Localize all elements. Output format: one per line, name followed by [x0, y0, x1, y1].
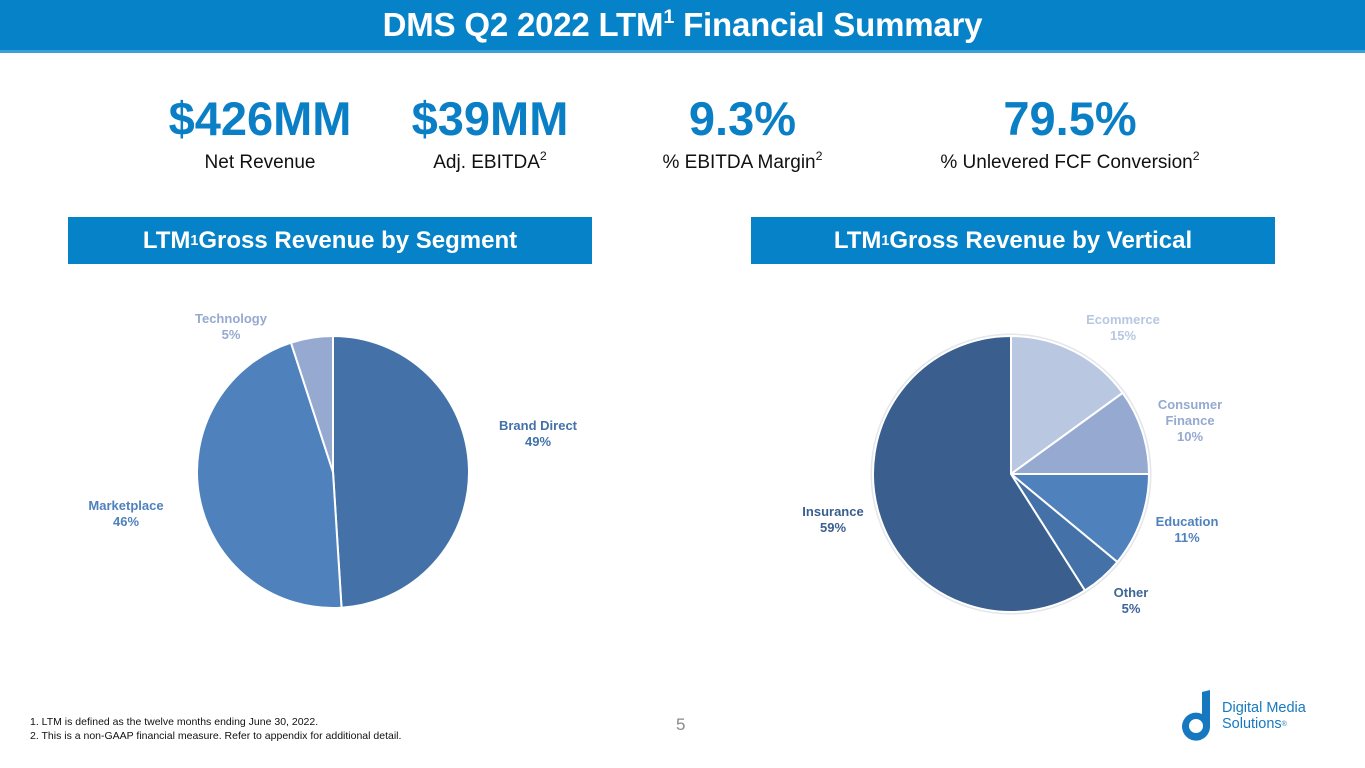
slice-label-technology: Technology 5% [195, 311, 268, 342]
segment-section-header: LTM 1 Gross Revenue by Segment [68, 217, 592, 264]
slice-label-ecommerce: Ecommerce 15% [1086, 312, 1160, 343]
kpi-label: Adj. EBITDA2 [433, 148, 547, 173]
title-bar: DMS Q2 2022 LTM1 Financial Summary [0, 0, 1365, 53]
vertical-section-header: LTM 1 Gross Revenue by Vertical [751, 217, 1275, 264]
kpi-label: Net Revenue [204, 152, 316, 173]
slice-label-other: Other 5% [1114, 585, 1149, 616]
pie-slice-consumer-finance [1007, 391, 1151, 475]
logo-text: Digital Media Solutions® [1222, 699, 1306, 732]
slice-label-brand-direct: Brand Direct 49% [499, 418, 578, 449]
kpi-label: % Unlevered FCF Conversion2 [940, 148, 1200, 173]
slice-label-education: Education 11% [1156, 514, 1219, 545]
pie-outline [870, 333, 1152, 615]
pie-slice-marketplace [196, 341, 343, 609]
company-logo: Digital Media Solutions® [1178, 690, 1306, 742]
pie-slice-ecommerce [1010, 334, 1125, 476]
kpi-value: $426MM [168, 92, 352, 145]
kpi-value: $39MM [411, 92, 569, 145]
pie-slice-education [1008, 473, 1151, 564]
pie-slice-brand-direct [332, 334, 470, 609]
kpi-value: 9.3% [688, 92, 797, 145]
footnote: 2. This is a non-GAAP financial measure.… [30, 730, 402, 742]
kpi-label: % EBITDA Margin2 [662, 148, 823, 173]
page-title: DMS Q2 2022 LTM1 Financial Summary [382, 6, 983, 43]
kpi-net-revenue: $426MM Net Revenue [160, 92, 360, 174]
pie-slice-technology [289, 334, 334, 473]
kpi-fcf-conversion: 79.5% % Unlevered FCF Conversion2 [900, 92, 1240, 174]
dms-logo-icon [1182, 690, 1211, 741]
pie-slice-insurance [872, 334, 1087, 613]
slice-label-marketplace: Marketplace 46% [88, 498, 163, 529]
kpi-ebitda-margin: 9.3% % EBITDA Margin2 [620, 92, 865, 174]
slice-label-consumer-finance: Consumer Finance 10% [1158, 397, 1222, 444]
kpi-value: 79.5% [1003, 92, 1137, 145]
slice-label-insurance: Insurance 59% [802, 504, 863, 535]
page-number: 5 [676, 715, 686, 734]
footnotes: 1. LTM is defined as the twelve months e… [30, 715, 401, 743]
kpi-adj-ebitda: $39MM Adj. EBITDA2 [390, 92, 590, 174]
footnote: 1. LTM is defined as the twelve months e… [30, 716, 319, 728]
